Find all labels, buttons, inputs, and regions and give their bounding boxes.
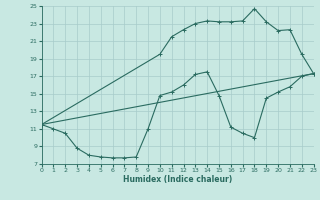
X-axis label: Humidex (Indice chaleur): Humidex (Indice chaleur) bbox=[123, 175, 232, 184]
